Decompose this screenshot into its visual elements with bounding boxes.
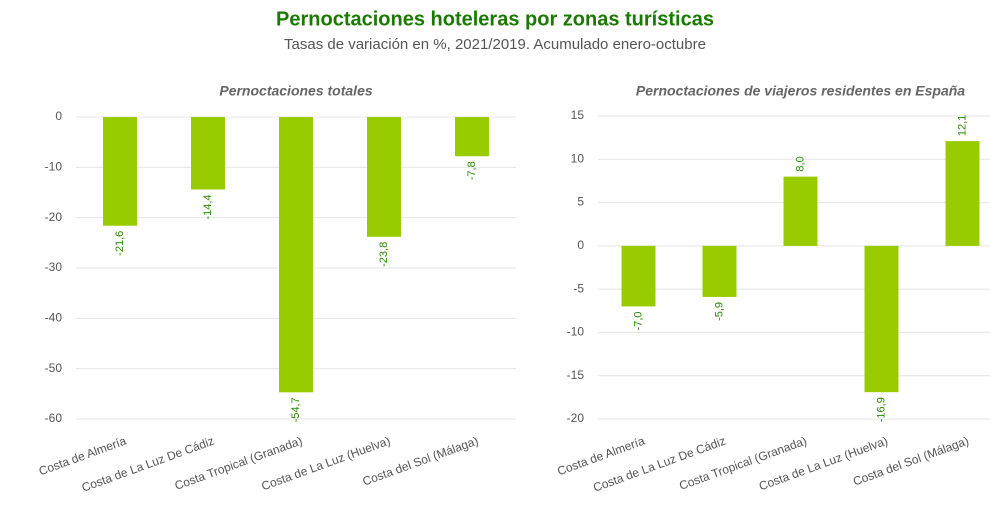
y-tick-label: 0 [55, 109, 62, 123]
y-tick-label: -30 [45, 260, 63, 274]
bar [945, 141, 980, 246]
bar [367, 117, 401, 237]
y-tick-label: 0 [577, 238, 584, 252]
x-tick-label: Costa de La Luz De Cádiz [591, 434, 727, 495]
bar [864, 245, 899, 393]
value-label: 12,1 [956, 115, 968, 136]
page-title: Pernoctaciones hoteleras por zonas turís… [276, 8, 714, 30]
y-tick-label: -10 [45, 160, 63, 174]
value-label: -54,7 [290, 397, 302, 422]
y-tick-label: -5 [573, 281, 584, 295]
y-tick-label: -60 [45, 411, 63, 425]
value-label: -23,8 [378, 242, 390, 267]
value-label: -7,0 [632, 311, 644, 330]
value-label: -21,6 [114, 231, 126, 256]
bar [103, 117, 137, 226]
value-label: -16,9 [875, 397, 887, 422]
chart-title: Pernoctaciones totales [219, 83, 372, 99]
y-tick-label: -15 [567, 368, 585, 382]
bar [702, 245, 737, 297]
bar [783, 176, 818, 246]
page-subtitle: Tasas de variación en %, 2021/2019. Acum… [284, 36, 706, 53]
y-tick-label: -20 [567, 411, 585, 425]
bar [455, 117, 489, 157]
y-tick-label: -40 [45, 311, 63, 325]
value-label: -7,8 [466, 161, 478, 180]
y-tick-label: 5 [577, 195, 584, 209]
y-tick-label: -20 [45, 210, 63, 224]
value-label: -5,9 [713, 302, 725, 321]
bar [279, 117, 313, 393]
y-tick-label: -50 [45, 361, 63, 375]
y-tick-label: -10 [567, 325, 585, 339]
value-label: 8,0 [794, 156, 806, 171]
bar [621, 245, 656, 307]
chart-title: Pernoctaciones de viajeros residentes en… [636, 83, 965, 99]
y-tick-label: 15 [571, 108, 585, 122]
y-tick-label: 10 [571, 151, 585, 165]
value-label: -14,4 [202, 194, 214, 219]
bar [191, 117, 225, 190]
